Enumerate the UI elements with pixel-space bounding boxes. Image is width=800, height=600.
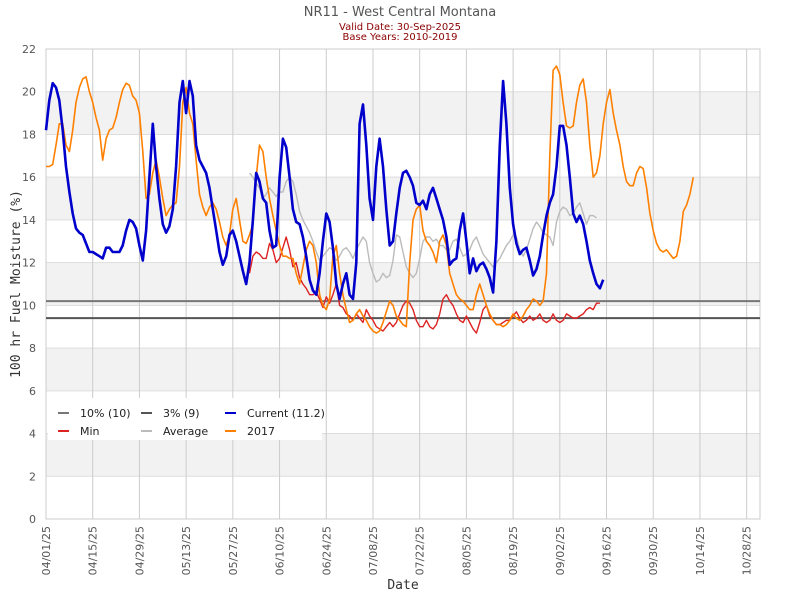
y-axis-ticks: 0 2 4 6 8 10 12 14 16 18 20 22 (22, 43, 36, 526)
x-tick-label: 08/19/25 (507, 526, 520, 575)
series-lines (44, 65, 695, 334)
y-tick-label: 6 (29, 385, 36, 398)
x-tick-label: 10/28/25 (741, 526, 754, 575)
legend-label-p10: 10% (10) (80, 407, 131, 420)
grid-band (46, 262, 760, 306)
y-tick-label: 18 (22, 128, 36, 141)
grid-band (46, 433, 760, 477)
x-tick-label: 04/29/25 (133, 526, 146, 575)
y-tick-label: 20 (22, 86, 36, 99)
series-line-y2017 (46, 65, 695, 334)
percentile-lines (46, 300, 760, 320)
legend-label-min: Min (80, 425, 100, 438)
x-tick-label: 06/10/25 (274, 526, 287, 575)
y-tick-label: 12 (22, 257, 36, 270)
x-tick-label: 07/22/25 (414, 526, 427, 575)
y-tick-label: 14 (22, 214, 36, 227)
x-tick-label: 09/02/25 (554, 526, 567, 575)
y-tick-label: 10 (22, 299, 36, 312)
x-tick-label: 06/24/25 (320, 526, 333, 575)
y-tick-label: 2 (29, 470, 36, 483)
series-line-current (44, 79, 605, 301)
legend-label-current: Current (11.2) (247, 407, 325, 420)
chart-subtitle-base-years: Base Years: 2010-2019 (343, 32, 458, 43)
legend: 10% (10) 3% (9) Current (11.2) Min Average 20… (48, 398, 325, 440)
series-line-avg (248, 172, 597, 283)
y-tick-label: 8 (29, 342, 36, 355)
chart-title: NR11 - West Central Montana (304, 5, 497, 20)
legend-label-p3: 3% (9) (163, 407, 200, 420)
x-tick-label: 09/16/25 (601, 526, 614, 575)
x-tick-label: 07/08/25 (367, 526, 380, 575)
y-axis-label: 100 hr Fuel Moisture (%) (9, 190, 24, 378)
x-tick-label: 10/14/25 (694, 526, 707, 575)
grid-band (46, 91, 760, 135)
series-line-min (248, 236, 600, 334)
x-tick-label: 09/30/25 (647, 526, 660, 575)
chart-subtitle-valid-date: Valid Date: 30-Sep-2025 (339, 22, 461, 33)
x-tick-label: 05/27/25 (227, 526, 240, 575)
plot-frame (45, 48, 761, 520)
x-tick-label: 05/13/25 (180, 526, 193, 575)
x-tick-label: 08/05/25 (460, 526, 473, 575)
legend-label-y2017: 2017 (247, 425, 275, 438)
y-tick-label: 4 (29, 428, 36, 441)
legend-box (48, 398, 322, 440)
grid-band (46, 348, 760, 391)
legend-label-avg: Average (163, 425, 208, 438)
x-axis-ticks: 04/01/25 04/15/25 04/29/25 05/13/25 05/27/25… (40, 526, 754, 575)
y-tick-label: 0 (29, 513, 36, 526)
x-axis-label: Date (387, 578, 418, 593)
x-tick-label: 04/01/25 (40, 526, 53, 575)
x-tick-label: 04/15/25 (87, 526, 100, 575)
y-tick-label: 22 (22, 43, 36, 56)
y-tick-label: 16 (22, 171, 36, 184)
